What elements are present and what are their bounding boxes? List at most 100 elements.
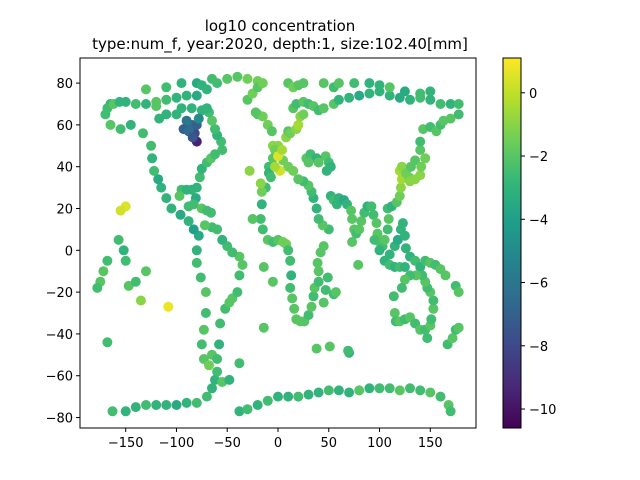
data-point xyxy=(161,82,172,93)
data-point xyxy=(330,287,341,298)
data-point xyxy=(147,153,158,164)
data-point xyxy=(366,201,377,212)
data-point xyxy=(186,184,197,195)
data-point xyxy=(428,295,439,306)
data-point xyxy=(250,107,261,118)
x-tick-label: 50 xyxy=(320,436,337,451)
data-point xyxy=(270,161,280,172)
data-point xyxy=(153,174,164,185)
y-tick-label: −40 xyxy=(46,328,73,343)
data-point xyxy=(347,237,358,247)
data-point xyxy=(410,155,421,166)
data-point xyxy=(453,109,464,120)
data-point xyxy=(453,99,464,109)
data-point xyxy=(364,383,375,394)
data-point xyxy=(105,119,116,130)
y-tick-label: −80 xyxy=(46,412,73,427)
data-point xyxy=(201,391,212,402)
data-point xyxy=(368,209,379,220)
data-point xyxy=(343,345,354,356)
data-point xyxy=(440,270,451,281)
data-point xyxy=(303,389,314,400)
colorbar xyxy=(502,57,522,429)
data-point xyxy=(257,224,268,235)
data-point xyxy=(313,266,324,277)
data-point xyxy=(130,276,141,287)
data-point xyxy=(344,387,355,398)
data-point xyxy=(426,314,437,325)
data-point xyxy=(289,303,300,314)
data-point xyxy=(255,214,266,224)
data-point xyxy=(141,266,151,277)
data-point xyxy=(374,245,385,256)
data-point xyxy=(198,324,209,335)
data-point xyxy=(374,383,385,394)
data-point xyxy=(379,234,390,245)
data-point xyxy=(265,172,276,183)
data-point xyxy=(215,318,226,329)
data-point xyxy=(200,287,211,298)
data-point xyxy=(415,170,426,181)
data-point xyxy=(382,224,393,235)
data-point xyxy=(207,383,217,394)
data-point xyxy=(364,78,375,89)
data-point xyxy=(399,230,410,241)
data-point xyxy=(113,234,124,245)
data-point xyxy=(252,400,263,410)
data-point xyxy=(206,207,216,218)
data-point xyxy=(399,262,410,272)
x-tick-label: 150 xyxy=(418,436,443,451)
data-point xyxy=(349,78,360,89)
data-point xyxy=(92,282,103,293)
data-point xyxy=(283,391,294,402)
data-point xyxy=(405,94,415,105)
data-point xyxy=(115,124,126,135)
scatter-points xyxy=(92,71,464,417)
data-point xyxy=(130,402,141,413)
data-point xyxy=(242,73,253,84)
data-point xyxy=(313,276,324,287)
data-point xyxy=(181,90,192,101)
data-point xyxy=(298,109,309,120)
data-point xyxy=(188,199,199,210)
data-point xyxy=(161,94,172,105)
data-point xyxy=(217,234,228,245)
chart-subtitle: type:num_f, year:2020, depth:1, size:102… xyxy=(92,35,468,54)
chart-title: log10 concentration xyxy=(205,17,356,35)
data-point xyxy=(262,395,273,406)
data-point xyxy=(242,404,253,415)
data-point xyxy=(151,101,162,112)
data-point xyxy=(416,161,427,172)
data-point xyxy=(120,406,131,417)
data-point xyxy=(146,140,157,151)
data-point xyxy=(286,270,297,281)
data-point xyxy=(200,308,211,318)
data-point xyxy=(224,374,235,385)
data-point xyxy=(273,391,283,402)
data-point xyxy=(395,182,406,193)
data-point xyxy=(207,115,217,126)
data-point xyxy=(435,391,446,402)
data-point xyxy=(175,209,186,220)
data-point xyxy=(435,99,446,109)
data-point xyxy=(399,86,410,97)
data-point xyxy=(234,270,245,281)
data-point xyxy=(114,96,125,107)
data-point xyxy=(118,245,129,256)
data-point xyxy=(399,274,410,285)
y-tick-label: −20 xyxy=(46,286,73,301)
data-point xyxy=(364,88,375,99)
data-point xyxy=(445,406,456,417)
data-point xyxy=(356,216,367,227)
data-point xyxy=(141,400,151,410)
data-point xyxy=(161,400,172,410)
data-point xyxy=(397,218,408,229)
data-point xyxy=(181,115,192,126)
data-point xyxy=(255,178,266,189)
data-point xyxy=(322,272,333,283)
data-point xyxy=(318,78,329,89)
data-point xyxy=(369,234,380,245)
data-point xyxy=(353,259,364,270)
data-point xyxy=(394,191,405,201)
